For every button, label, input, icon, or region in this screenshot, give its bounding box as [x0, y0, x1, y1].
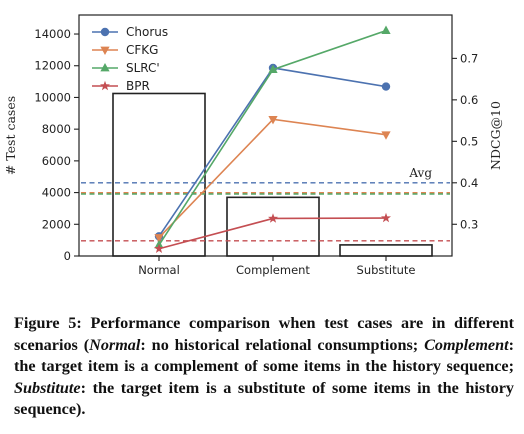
legend-marker-cfkg — [100, 46, 110, 56]
caption-normal: Normal — [89, 335, 141, 354]
x-tick-label-complement: Complement — [236, 263, 310, 277]
left-tick-label-8000: 8000 — [42, 122, 71, 136]
left-tick-label-4000: 4000 — [42, 186, 71, 200]
performance-chart: Avg 020004000600080001000012000140000.30… — [3, 14, 503, 277]
caption-label: Figure 5: — [14, 314, 82, 332]
figure-caption: Figure 5: Performance comparison when te… — [14, 313, 514, 421]
caption-text-3: : the target item is a complement of som… — [14, 335, 515, 376]
left-axis-label: # Test cases — [3, 96, 18, 175]
x-tick-label-substitute: Substitute — [357, 263, 416, 277]
axes: 0 2000 4000 6000 8000 10000 12000 14000 0.3 0.4 0.… — [3, 14, 503, 277]
point-slrc-complement — [268, 64, 278, 73]
left-tick-label-0: 0 — [64, 249, 71, 263]
right-tick-label-0-3: 0.3 — [460, 217, 478, 231]
point-slrc-substitute — [381, 25, 391, 34]
legend-marker-bpr — [100, 80, 110, 91]
legend-label-cfkg: CFKG — [126, 43, 158, 57]
point-bpr-normal — [154, 243, 164, 253]
legend-label-chorus: Chorus — [126, 25, 168, 39]
plot-frame — [78, 14, 453, 257]
right-axis-label: NDCG@10 — [488, 101, 503, 170]
point-bpr-complement — [268, 213, 278, 223]
right-tick-label-0-5: 0.5 — [460, 134, 478, 148]
bar-normal — [112, 92, 206, 257]
legend-marker-chorus — [100, 27, 110, 37]
series-line-slrc — [158, 29, 387, 246]
avg-annotation: Avg — [408, 166, 432, 180]
caption-complement: Complement — [424, 335, 509, 354]
series-lines — [154, 25, 391, 253]
left-tick-label-12000: 12000 — [34, 59, 71, 73]
left-tick-label-2000: 2000 — [42, 217, 71, 231]
bar-substitute — [339, 244, 433, 257]
average-lines: Avg — [81, 166, 450, 242]
right-tick-label-0-6: 0.6 — [460, 93, 478, 107]
point-chorus-substitute — [381, 82, 391, 91]
point-cfkg-complement — [268, 115, 278, 125]
right-tick-label-0-7: 0.7 — [460, 51, 478, 65]
caption-text-1: Performance comparison when test cases a… — [14, 314, 514, 354]
legend-marker-slrc — [100, 62, 110, 72]
point-cfkg-normal — [154, 234, 164, 243]
legend: Chorus CFKG SLRC' BPR — [92, 25, 168, 93]
right-tick-label-0-4: 0.4 — [460, 176, 478, 190]
left-tick-label-14000: 14000 — [34, 27, 71, 41]
caption-text-2: : no historical relational consumptions; — [140, 335, 425, 354]
left-tick-label-6000: 6000 — [42, 154, 71, 168]
left-tick-label-10000: 10000 — [34, 90, 71, 104]
x-tick-label-normal: Normal — [138, 263, 180, 277]
caption-substitute: Substitute — [14, 378, 81, 397]
point-cfkg-substitute — [381, 131, 391, 140]
caption-text-4: : the target item is a substitute of som… — [14, 378, 514, 419]
legend-label-slrc: SLRC' — [126, 61, 160, 75]
legend-label-bpr: BPR — [126, 79, 150, 93]
point-bpr-substitute — [381, 212, 391, 223]
